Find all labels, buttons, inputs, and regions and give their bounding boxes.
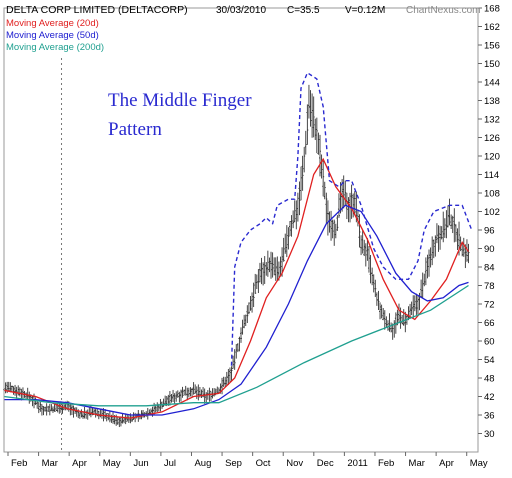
- y-tick-label: 132: [484, 115, 500, 126]
- y-tick-label: 36: [484, 411, 495, 422]
- y-tick-label: 96: [484, 226, 495, 237]
- y-tick-label: 48: [484, 374, 495, 385]
- moving-average-lines: [3, 157, 470, 419]
- y-tick-label: 30: [484, 429, 495, 440]
- y-tick-label: 102: [484, 207, 500, 218]
- y-tick-label: 168: [484, 4, 500, 15]
- ma200-line: [3, 284, 469, 407]
- legend-ma200: Moving Average (200d): [6, 42, 104, 53]
- x-tick-label: Apr: [72, 458, 87, 469]
- y-tick-label: 138: [484, 96, 500, 107]
- y-tick-label: 126: [484, 133, 500, 144]
- axes: 30 36 42 48 54 60 66 72 78 84 90 96 102 108 114 120 126 1…: [3, 4, 500, 469]
- y-tick-label: 150: [484, 59, 500, 70]
- y-tick-label: 156: [484, 41, 500, 52]
- brand-label: ChartNexus.com: [406, 5, 480, 16]
- x-tick-label: Jul: [164, 458, 176, 469]
- ma50-line: [4, 204, 469, 416]
- x-tick-label: Nov: [286, 458, 303, 469]
- x-tick-label: May: [470, 458, 488, 469]
- x-tick-label: Sep: [225, 458, 242, 469]
- y-tick-label: 114: [484, 170, 499, 181]
- y-tick-label: 54: [484, 355, 495, 366]
- x-tick-label: Dec: [317, 458, 334, 469]
- pattern-outline: [230, 72, 473, 366]
- y-tick-label: 144: [484, 78, 500, 89]
- annotation-line2: Pattern: [108, 119, 162, 140]
- x-tick-label: May: [103, 458, 121, 469]
- y-tick-label: 78: [484, 281, 495, 292]
- y-tick-label: 42: [484, 392, 495, 403]
- header-date: 30/03/2010: [216, 5, 266, 16]
- x-tick-label: Feb: [378, 458, 394, 469]
- y-tick-label: 90: [484, 244, 495, 255]
- y-tick-label: 120: [484, 152, 500, 163]
- ma20-line: [3, 157, 470, 419]
- x-tick-label: Oct: [256, 458, 271, 469]
- legend-ma20: Moving Average (20d): [6, 18, 99, 29]
- chart-title: DELTA CORP LIMITED (DELTACORP): [6, 4, 188, 16]
- x-tick-label: Aug: [194, 458, 211, 469]
- x-tick-label: Apr: [439, 458, 454, 469]
- header-volume: V=0.12M: [345, 5, 385, 16]
- x-tick-label: 2011: [347, 458, 367, 469]
- y-tick-label: 162: [484, 22, 500, 33]
- y-tick-label: 84: [484, 263, 495, 274]
- x-tick-label: Jun: [133, 458, 148, 469]
- x-tick-label: Mar: [42, 458, 58, 469]
- y-tick-label: 72: [484, 300, 495, 311]
- header-close: C=35.5: [287, 5, 320, 16]
- x-tick-label: Mar: [409, 458, 425, 469]
- pattern-outline-path: [230, 72, 473, 366]
- y-tick-label: 108: [484, 189, 500, 200]
- x-tick-label: Feb: [11, 458, 27, 469]
- y-tick-label: 60: [484, 337, 495, 348]
- annotation-line1: The Middle Finger: [108, 90, 252, 111]
- y-tick-label: 66: [484, 318, 495, 329]
- legend-ma50: Moving Average (50d): [6, 30, 99, 41]
